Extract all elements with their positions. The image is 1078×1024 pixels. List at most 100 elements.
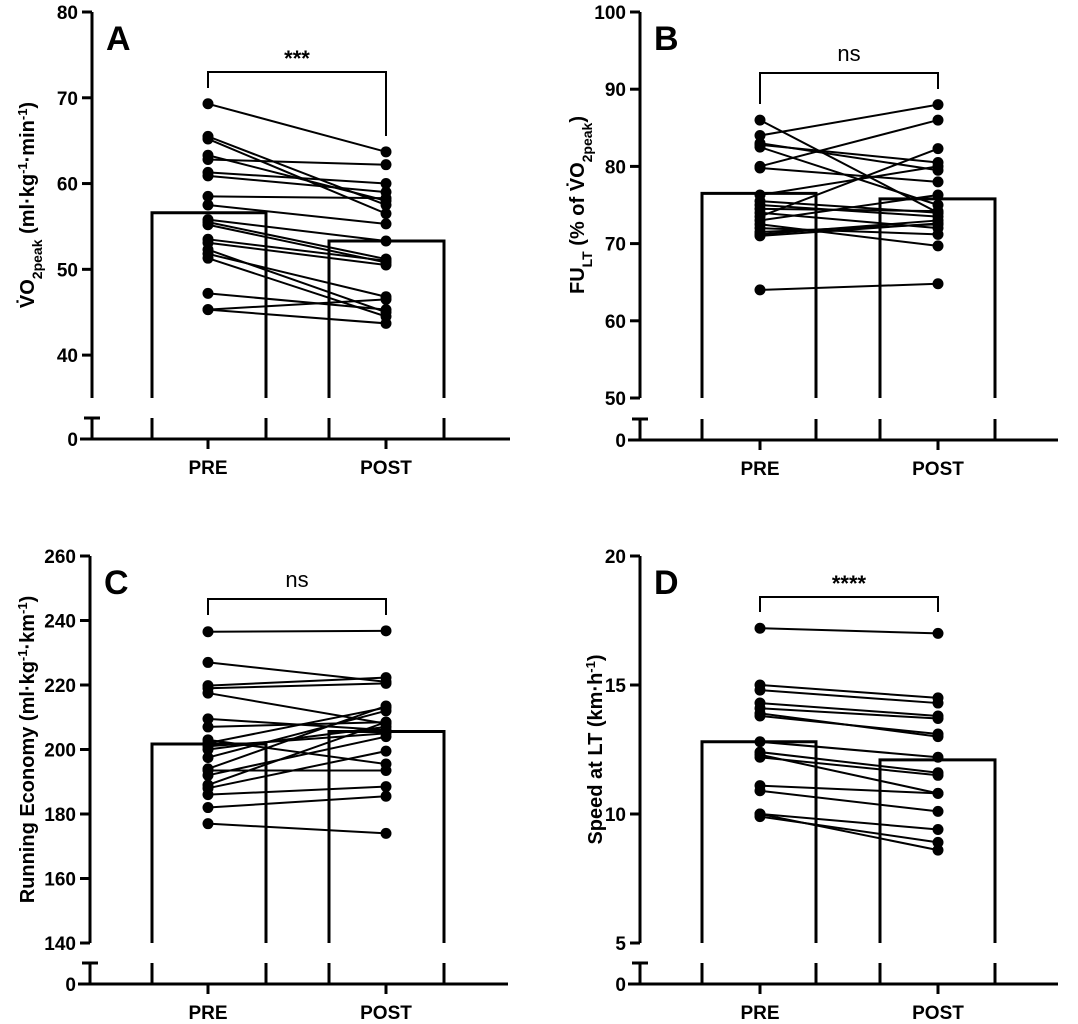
panel-letter: C (104, 564, 129, 602)
y-axis-label-part: 2peak (579, 122, 595, 162)
subject-line (207, 238, 387, 262)
pre-point (202, 304, 214, 316)
y-tick-label: 15 (605, 676, 627, 697)
y-axis-label-part: Running Economy (ml·kg (17, 661, 39, 903)
subject-line (759, 813, 939, 831)
y-tick-label: 70 (605, 235, 626, 256)
pre-point (202, 789, 214, 801)
subject-line (207, 308, 387, 325)
subject-line (207, 292, 387, 311)
subject-line (207, 706, 387, 745)
pre-point (202, 744, 214, 755)
post-point (932, 278, 944, 290)
pre-point (202, 133, 214, 145)
post-point (380, 827, 392, 839)
subject-line (207, 195, 387, 200)
pre-point (754, 684, 766, 696)
x-tick-label-post: POST (912, 1003, 964, 1024)
subject-line (207, 795, 387, 809)
post-point (932, 114, 944, 126)
subject-line (207, 785, 387, 796)
y-tick-label: 60 (57, 175, 78, 196)
y-tick-label: 40 (57, 346, 78, 367)
significance-bracket (759, 72, 939, 104)
y-tick-label: 50 (57, 260, 78, 281)
pre-point (202, 626, 214, 638)
y-tick-label: 50 (605, 389, 626, 410)
post-point (380, 625, 392, 637)
post-point (932, 218, 944, 230)
y-tick-label: 100 (594, 3, 626, 24)
subject-line (759, 784, 939, 795)
pre-point (202, 252, 214, 264)
post-point (380, 159, 392, 171)
pre-point (202, 190, 214, 202)
panel-letter: A (106, 20, 131, 58)
post-point (932, 751, 944, 763)
post-point (380, 304, 392, 316)
y-tick-label: 260 (44, 547, 76, 568)
subject-line (759, 103, 939, 137)
pre-point (202, 687, 214, 699)
pre-point (202, 769, 214, 781)
post-point (380, 192, 392, 204)
x-tick-label-post: POST (360, 458, 412, 479)
subject-line (759, 627, 939, 635)
subject-line (759, 815, 939, 844)
subject-line (759, 751, 939, 774)
y-tick-label: 0 (65, 975, 76, 996)
post-point (932, 823, 944, 835)
y-axis-label-part: Speed at LT (km·h (585, 673, 607, 845)
subject-line (207, 158, 387, 166)
y-axis-label-part: 2peak (29, 239, 45, 279)
panel-c: 0 140 160 180 200 220 240 260 PRE POST ns C Running … (15, 547, 508, 1024)
subject-line (759, 119, 939, 214)
pre-point (754, 808, 766, 820)
subject-line (207, 241, 387, 267)
y-tick-label: 0 (67, 430, 78, 451)
post-point (932, 769, 944, 781)
y-tick-label: 5 (615, 934, 626, 955)
post-point (380, 700, 392, 712)
y-axis-label: Running Economy (ml·kg-1·km-1) (15, 596, 40, 904)
pre-point (202, 752, 214, 764)
pre-point (754, 710, 766, 722)
pre-point (754, 162, 766, 174)
post-point (932, 787, 944, 799)
y-tick-label: 20 (605, 547, 626, 568)
post-point (932, 228, 944, 240)
pre-point (202, 721, 214, 733)
subject-line (207, 721, 387, 786)
post-point (380, 259, 392, 271)
y-axis-label-part: -1 (15, 650, 30, 662)
subject-line (207, 171, 387, 185)
y-axis-label: V̇O2peak (ml·kg-1·min-1) (15, 102, 46, 308)
y-axis-label-part: -1 (15, 602, 30, 614)
post-point (380, 235, 392, 247)
y-tick-label: 70 (57, 89, 78, 110)
pre-point (754, 141, 766, 153)
subject-line (759, 223, 939, 247)
subject-line (207, 676, 387, 687)
subject-line (759, 222, 939, 237)
subject-line (207, 248, 387, 314)
subject-line (207, 682, 387, 690)
x-tick-label-pre: PRE (740, 459, 779, 480)
y-axis-label-part: LT (579, 251, 595, 268)
pre-point (754, 736, 766, 748)
y-axis-label-part: -1 (15, 162, 30, 174)
subject-line (207, 822, 387, 835)
y-tick-label: 0 (615, 975, 626, 996)
panel-d: 0 5 10 15 20 PRE POST **** D Speed at LT (km·h-1) (583, 547, 1058, 1024)
subject-line (759, 813, 939, 852)
subject-line (207, 629, 387, 633)
post-point (380, 208, 392, 220)
y-axis-label-part: V̇O (15, 279, 39, 308)
pre-point (202, 287, 214, 299)
significance-label: ns (837, 41, 860, 66)
y-axis-label-part: ) (567, 116, 589, 123)
post-point (380, 716, 392, 728)
subject-line (207, 221, 387, 261)
